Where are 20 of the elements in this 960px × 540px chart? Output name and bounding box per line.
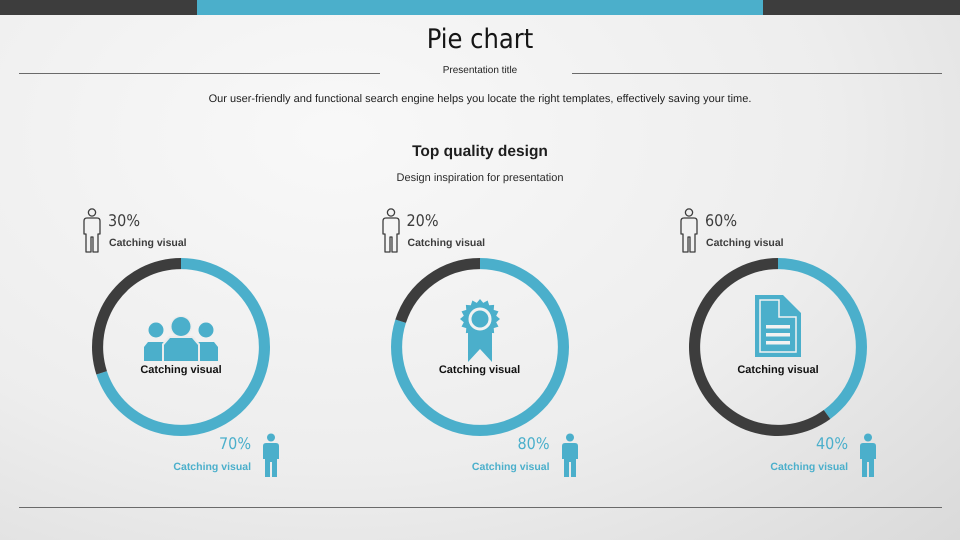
data-label: 70% <box>219 434 251 454</box>
data-label: 80% <box>518 434 550 454</box>
text: Catching visual <box>140 364 222 377</box>
text: Presentation title <box>442 65 518 76</box>
text: Pie chart <box>426 24 534 56</box>
text: Catching visual <box>438 364 520 377</box>
data-label: 30% <box>108 211 140 230</box>
slice-label: Catching visual <box>408 237 486 250</box>
text: Top quality design <box>412 143 548 161</box>
data-label: 20% <box>406 211 438 230</box>
text: Design inspiration for presentation <box>396 172 564 185</box>
data-label: 60% <box>705 211 737 230</box>
text: Our user-friendly and functional search engine helps you locate the right templates, effectively saving your time. <box>208 93 752 106</box>
data-label: 40% <box>816 434 848 454</box>
slice-label: Catching visual <box>706 237 784 250</box>
slice-label: Catching visual <box>109 237 187 250</box>
slice-label: Catching visual <box>173 461 251 474</box>
text: Catching visual <box>737 364 819 377</box>
slice-label: Catching visual <box>472 461 550 474</box>
slice-label: Catching visual <box>770 461 848 474</box>
